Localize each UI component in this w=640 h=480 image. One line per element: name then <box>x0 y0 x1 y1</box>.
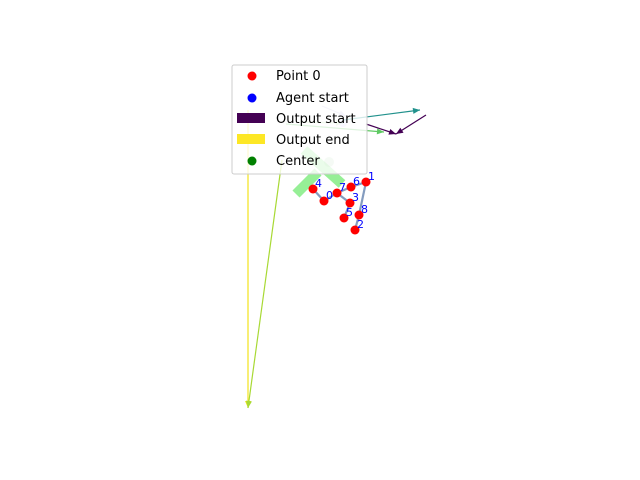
green-bar-0 <box>292 168 322 198</box>
legend-label-point0: Point 0 <box>276 69 321 84</box>
legend-marker-agent-start <box>247 93 257 103</box>
point-label-6: 6 <box>353 175 360 188</box>
point-6 <box>346 182 356 192</box>
legend-label-agent-start: Agent start <box>276 91 349 106</box>
point-label-3: 3 <box>352 191 359 204</box>
legend: Point 0 Agent start Output start Output … <box>231 64 368 175</box>
point-2 <box>350 225 360 235</box>
legend-marker-center <box>247 156 257 166</box>
arrow-head-4 <box>412 107 420 114</box>
legend-box <box>231 64 368 175</box>
point-3 <box>345 198 355 208</box>
arrow-head-2 <box>376 128 384 135</box>
legend-marker-output-start <box>237 113 265 123</box>
legend-label-output-start: Output start <box>276 112 356 127</box>
legend-label-center: Center <box>276 154 320 169</box>
point-label-8: 8 <box>361 203 368 216</box>
arrow-shaft-1 <box>247 159 283 409</box>
legend-marker-point0 <box>247 71 257 81</box>
point-4 <box>308 184 318 194</box>
point-label-0: 0 <box>326 189 333 202</box>
point-5 <box>339 213 349 223</box>
arrow-head-1 <box>245 400 252 408</box>
point-label-2: 2 <box>357 218 364 231</box>
arrow-6 <box>365 123 397 135</box>
point-7 <box>332 188 342 198</box>
point-label-4: 4 <box>315 177 322 190</box>
point-label-7: 7 <box>339 181 346 194</box>
point-label-5: 5 <box>346 206 353 219</box>
connection-line-4 <box>357 181 368 216</box>
point-1 <box>361 177 371 187</box>
point-label-1: 1 <box>368 170 375 183</box>
arrow-7 <box>395 114 427 135</box>
legend-label-output-end: Output end <box>276 133 350 148</box>
arrow-1 <box>245 159 283 409</box>
point-0 <box>319 196 329 206</box>
arrow-head-6 <box>388 128 396 135</box>
arrow-head-7 <box>396 127 404 134</box>
point-8 <box>354 210 364 220</box>
legend-marker-output-end <box>237 134 265 144</box>
